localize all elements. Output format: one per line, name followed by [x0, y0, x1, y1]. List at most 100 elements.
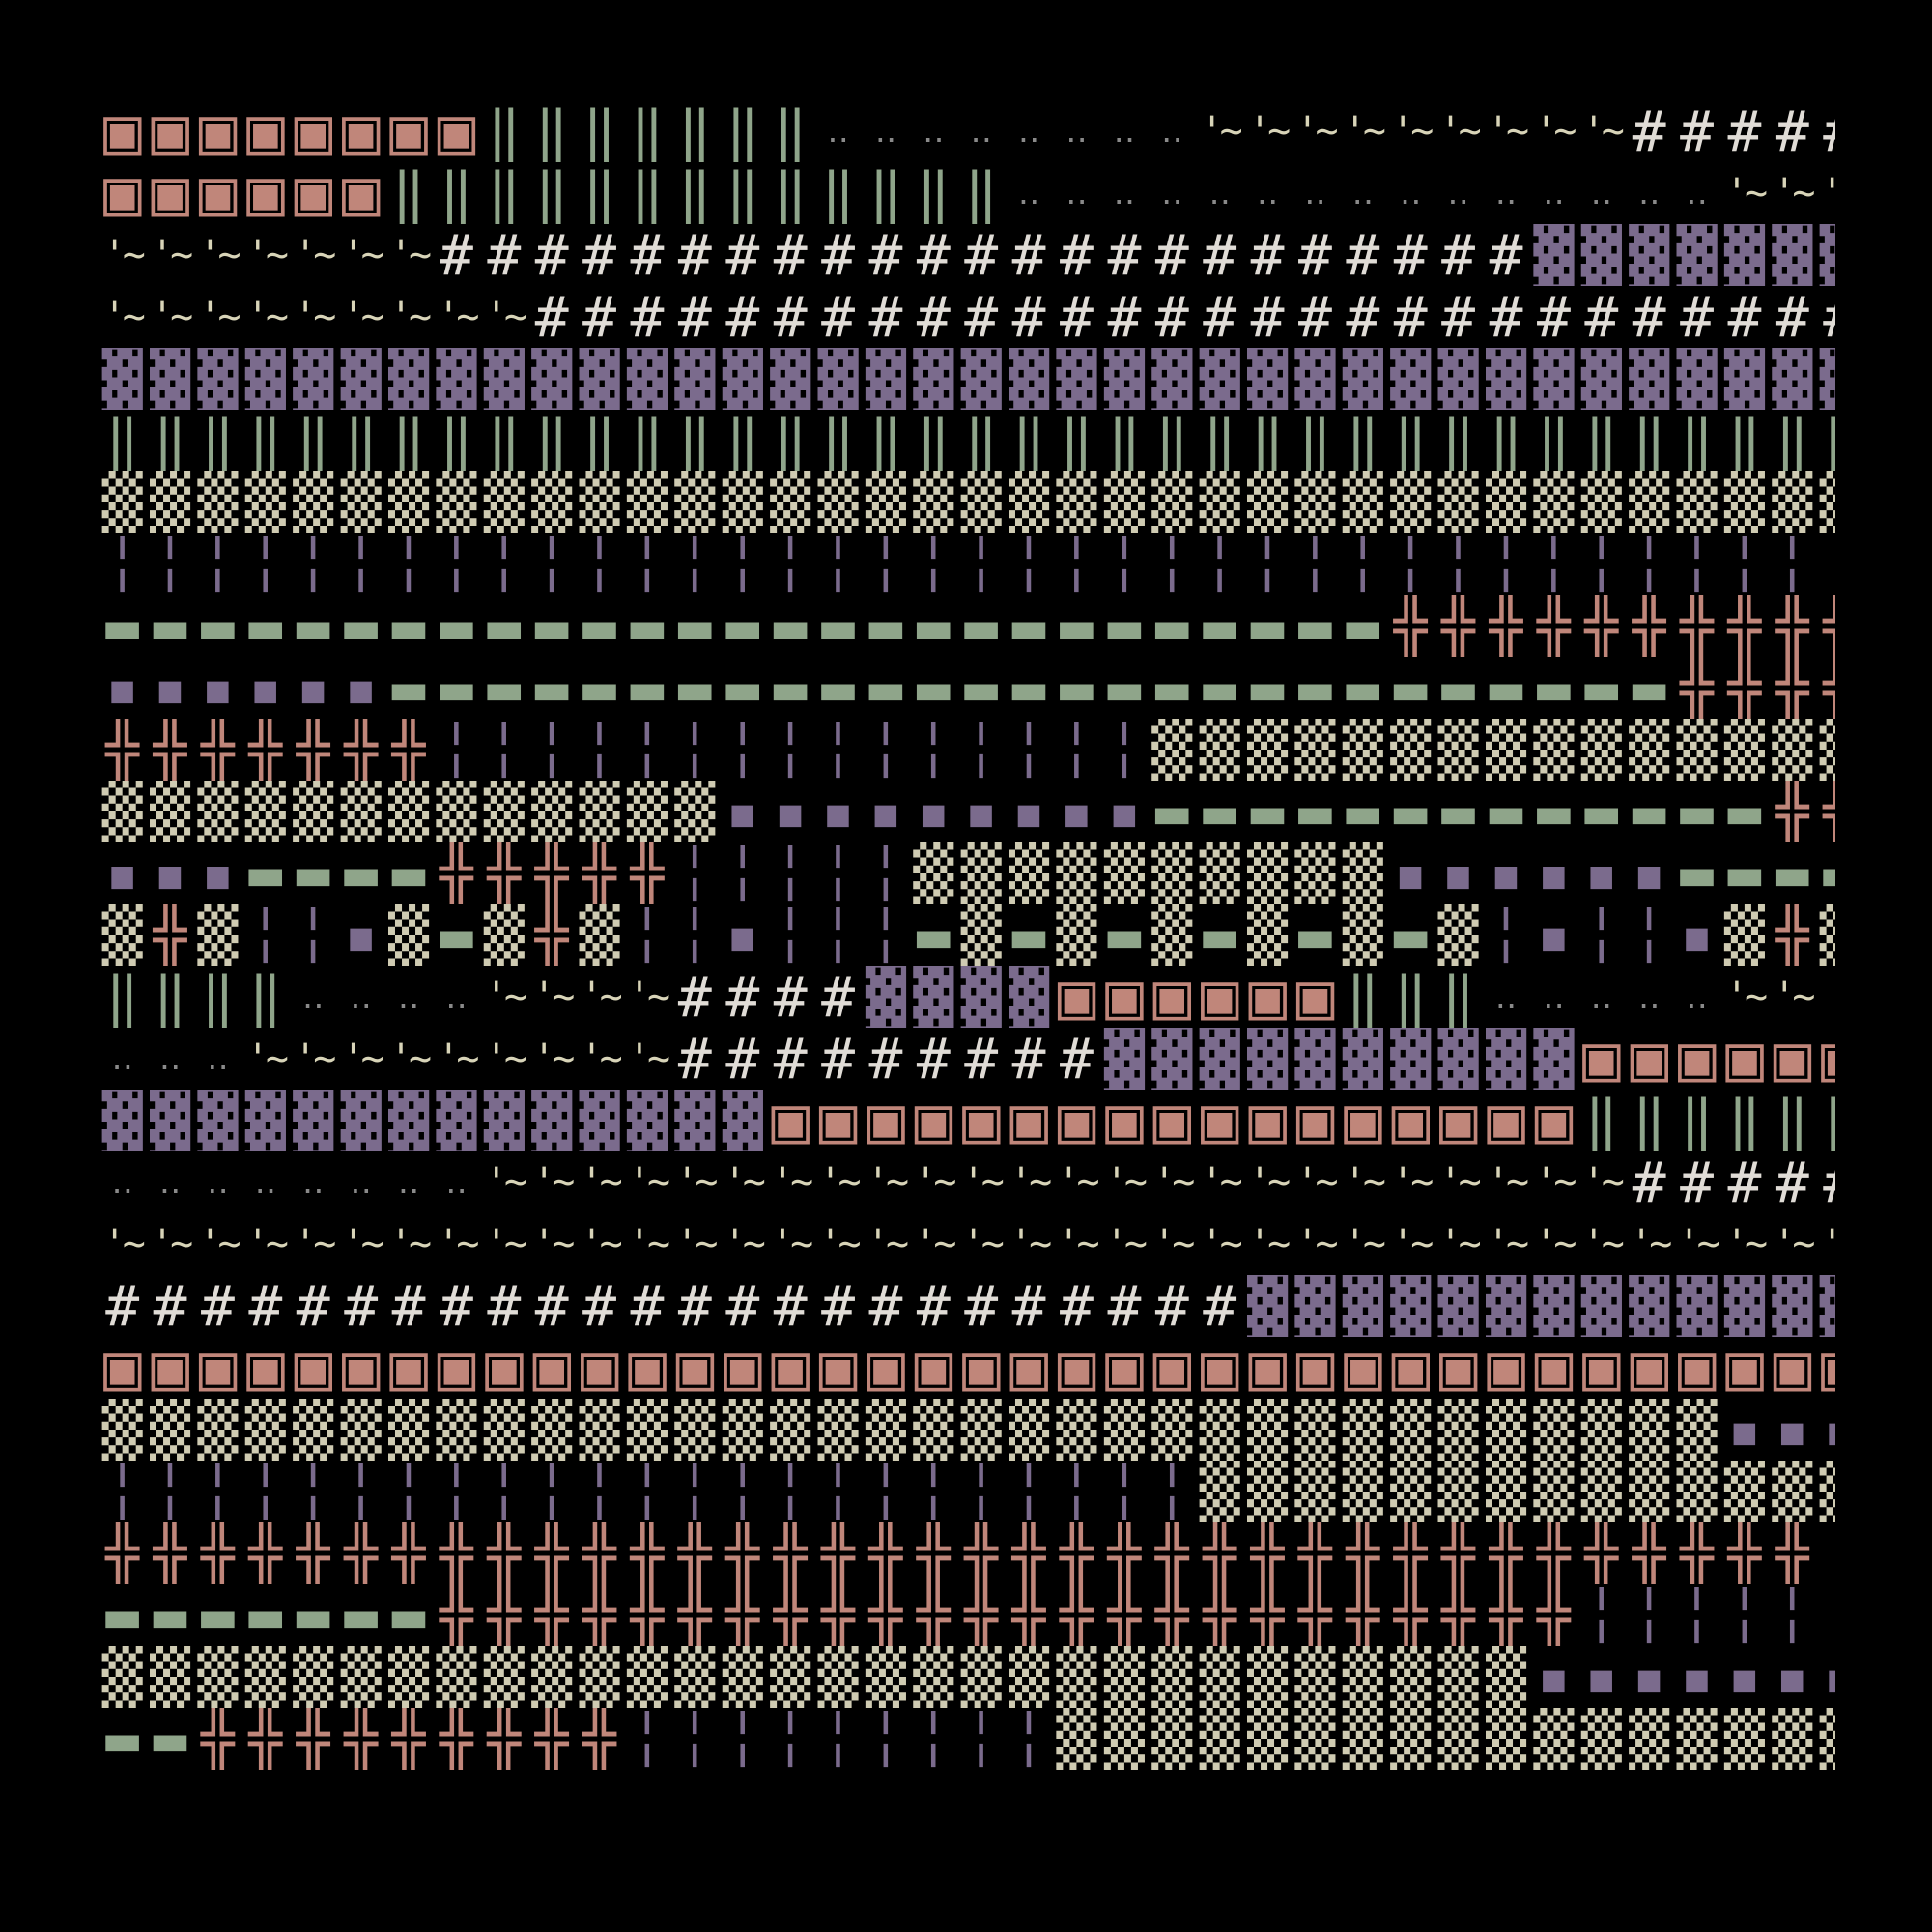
glyph-cell: ╬ — [296, 719, 330, 781]
glyph-cell: ╬ — [821, 1584, 856, 1646]
glyph-cell: ▒ — [1533, 1461, 1575, 1522]
glyph-cell: ▓ — [674, 1090, 716, 1151]
glyph-cell: # — [1060, 1275, 1094, 1337]
glyph-cell: ▬ — [1011, 657, 1046, 719]
glyph-cell: # — [1680, 286, 1715, 348]
glyph-row: ▣▣▣▣▣▣▣▣▣▣▣▣▣▣▣▣▣▣▣▣▣▣▣▣▣▣▣▣▣▣▣▣▣▣▣▣▣ — [99, 1337, 1835, 1399]
glyph-cell: ╎ — [630, 1708, 665, 1770]
glyph-cell: ▒ — [722, 1399, 763, 1461]
glyph-cell: ▣ — [867, 1090, 905, 1151]
glyph-cell: # — [773, 286, 808, 348]
glyph-cell: ▬ — [1489, 781, 1523, 842]
glyph-cell: ▬ — [1060, 657, 1094, 719]
glyph-cell: ▣ — [102, 162, 142, 224]
glyph-cell: ‖ — [773, 100, 808, 162]
glyph-cell: ▒ — [1199, 1461, 1240, 1522]
glyph-cell: ▣ — [1152, 1090, 1192, 1151]
glyph-cell: ▣ — [151, 1337, 189, 1399]
glyph-cell: # — [439, 1275, 473, 1337]
glyph-cell: ▒ — [1723, 904, 1766, 966]
glyph-cell: # — [1298, 286, 1332, 348]
glyph-cell: ‖ — [1680, 1090, 1715, 1151]
glyph-cell: ▓ — [1723, 348, 1766, 410]
glyph-cell: # — [201, 1275, 235, 1337]
glyph-cell: ╬ — [1011, 1522, 1046, 1584]
glyph-cell: ╬ — [439, 1584, 473, 1646]
glyph-cell: '~ — [341, 295, 384, 339]
glyph-cell: ‥ — [1543, 978, 1565, 1016]
glyph-cell: # — [1489, 286, 1523, 348]
glyph-cell: '~ — [1724, 171, 1768, 215]
glyph-cell: '~ — [484, 295, 527, 339]
glyph-cell: ▬ — [916, 904, 951, 966]
glyph-cell: '~ — [437, 295, 479, 339]
glyph-cell: ‖ — [1727, 410, 1762, 471]
glyph-cell: '~ — [914, 1222, 956, 1266]
glyph-cell: # — [773, 1275, 808, 1337]
glyph-cell: ╬ — [1816, 657, 1835, 719]
glyph-cell: ╎ — [1632, 1584, 1666, 1646]
glyph-cell: ╬ — [1727, 1522, 1762, 1584]
glyph-cell: '~ — [151, 295, 193, 339]
glyph-cell: ╬ — [201, 1708, 235, 1770]
glyph-cell: ▬ — [630, 595, 665, 657]
glyph-cell: ╬ — [964, 1584, 999, 1646]
glyph-cell: ‥ — [1113, 112, 1136, 151]
glyph-cell: ▒ — [197, 1399, 239, 1461]
glyph-cell: ╬ — [868, 1522, 903, 1584]
glyph-cell: ▬ — [248, 1584, 283, 1646]
glyph-cell: ▒ — [1199, 1708, 1240, 1770]
glyph-cell: ▓ — [1342, 1275, 1383, 1337]
glyph-cell: ▓ — [1723, 1275, 1766, 1337]
glyph-cell: ‥ — [827, 112, 849, 151]
glyph-cell: ▓ — [483, 348, 525, 410]
glyph-cell: # — [821, 966, 856, 1028]
glyph-cell: ▓ — [293, 348, 334, 410]
glyph-cell: ╬ — [1775, 781, 1809, 842]
glyph-cell: ╬ — [1536, 1584, 1571, 1646]
glyph-cell: ▬ — [964, 657, 999, 719]
glyph-cell: ▓ — [1390, 1028, 1432, 1090]
glyph-cell: ▓ — [531, 348, 573, 410]
glyph-cell: ▬ — [1203, 781, 1237, 842]
glyph-cell: ╬ — [1816, 595, 1835, 657]
glyph-cell: ▬ — [1680, 781, 1715, 842]
glyph-cell: ‥ — [1494, 978, 1518, 1016]
glyph-cell: ▒ — [1437, 904, 1479, 966]
glyph-cell: ╬ — [105, 1522, 140, 1584]
glyph-cell: ▒ — [150, 1399, 191, 1461]
glyph-cell: ▒ — [531, 1646, 573, 1708]
glyph-cell: ▓ — [244, 348, 286, 410]
glyph-cell: '~ — [532, 1037, 575, 1081]
glyph-cell: ╬ — [1250, 1522, 1285, 1584]
glyph-cell: # — [344, 1275, 379, 1337]
glyph-cell: ▪ — [1393, 842, 1428, 904]
glyph-cell: ╎ — [821, 842, 856, 904]
glyph-cell: '~ — [1152, 1160, 1195, 1205]
glyph-cell: ▒ — [817, 1646, 859, 1708]
glyph-cell: ▣ — [580, 1337, 619, 1399]
glyph-cell: ▓ — [1246, 348, 1289, 410]
glyph-cell: ╎ — [725, 1461, 760, 1522]
glyph-cell: ▒ — [1533, 719, 1575, 781]
glyph-cell: ╎ — [439, 1461, 473, 1522]
glyph-cell: ╬ — [1680, 595, 1715, 657]
glyph-cell: # — [1775, 286, 1809, 348]
glyph-cell: # — [1011, 224, 1046, 286]
glyph-cell: ‖ — [582, 410, 617, 471]
glyph-cell: ▣ — [961, 1090, 1001, 1151]
glyph-cell: ▒ — [1342, 904, 1383, 966]
glyph-cell: ╬ — [248, 719, 283, 781]
glyph-cell: ╬ — [201, 719, 235, 781]
glyph-cell: ▒ — [1056, 1646, 1097, 1708]
glyph-cell: ‥ — [1017, 174, 1040, 213]
glyph-cell: '~ — [245, 1222, 289, 1266]
glyph-cell: ▬ — [201, 595, 235, 657]
glyph-cell: ╬ — [630, 1584, 665, 1646]
glyph-cell: ▒ — [817, 471, 859, 533]
glyph-cell: ‥ — [1304, 174, 1326, 213]
glyph-cell: ▪ — [105, 842, 140, 904]
glyph-cell: '~ — [294, 1222, 336, 1266]
glyph-cell: ▓ — [531, 1090, 573, 1151]
glyph-cell: ▣ — [1200, 1090, 1239, 1151]
